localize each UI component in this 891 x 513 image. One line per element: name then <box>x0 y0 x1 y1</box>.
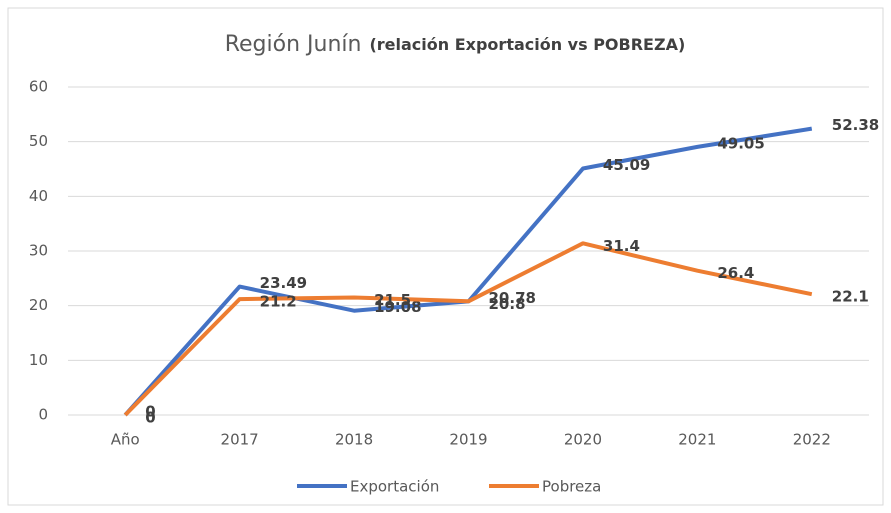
data-label: 20.78 <box>489 289 536 307</box>
data-label: 19.08 <box>374 298 421 316</box>
y-tick-label: 20 <box>29 296 48 314</box>
data-label: 31.4 <box>603 237 640 255</box>
data-label: 0 <box>145 409 155 427</box>
x-tick-label: Año <box>111 431 140 449</box>
y-tick-label: 10 <box>29 351 48 369</box>
chart-border <box>7 7 884 506</box>
y-tick-label: 50 <box>29 132 48 150</box>
data-label: 52.38 <box>832 116 879 134</box>
data-label: 21.2 <box>260 293 297 311</box>
x-tick-label: 2021 <box>678 431 716 449</box>
x-tick-label: 2022 <box>793 431 831 449</box>
data-label: 26.4 <box>717 264 754 282</box>
chart-title-note: (relación Exportación vs POBREZA) <box>369 35 685 54</box>
data-label: 45.09 <box>603 156 650 174</box>
data-label: 23.49 <box>260 274 307 292</box>
data-label: 20.8 <box>489 295 526 313</box>
x-tick-label: 2018 <box>335 431 373 449</box>
legend-label: Exportación <box>350 478 439 496</box>
y-tick-label: 60 <box>29 78 48 96</box>
data-label: 22.1 <box>832 288 869 306</box>
legend-label: Pobreza <box>542 478 601 496</box>
data-label: 0 <box>145 403 155 421</box>
x-tick-label: 2019 <box>449 431 487 449</box>
data-label: 49.05 <box>717 134 764 152</box>
x-tick-label: 2017 <box>221 431 259 449</box>
y-tick-label: 0 <box>38 406 48 424</box>
chart-title: Región Junín <box>225 32 362 57</box>
x-tick-label: 2020 <box>564 431 602 449</box>
series-line <box>123 241 813 417</box>
y-tick-label: 40 <box>29 187 48 205</box>
data-label: 21.5 <box>374 291 411 309</box>
y-tick-label: 30 <box>29 242 48 260</box>
chart-title-group: Región Junín (relación Exportación vs POB… <box>225 32 686 57</box>
